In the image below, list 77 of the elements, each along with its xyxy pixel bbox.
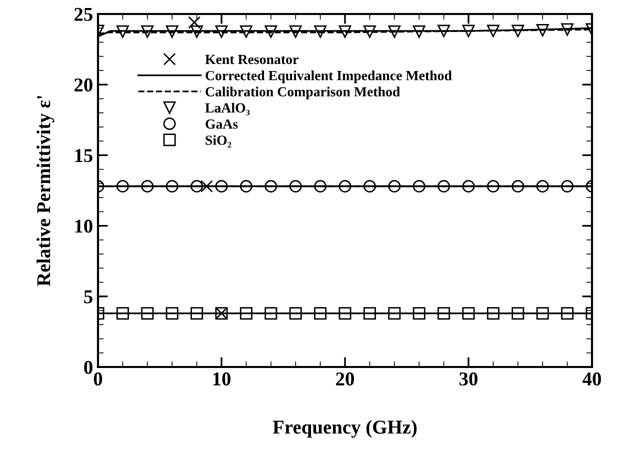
point	[166, 25, 178, 38]
y-tick-label: 25	[74, 8, 92, 21]
point	[190, 25, 204, 38]
point	[289, 180, 302, 193]
point	[141, 180, 154, 193]
legend-label: Corrected Equivalent Impedance Method	[206, 70, 452, 84]
y-tick-label: 0	[84, 360, 92, 374]
point	[190, 307, 204, 320]
legend-label: LaAlO₃	[205, 102, 250, 116]
point	[141, 25, 154, 38]
point	[240, 180, 252, 193]
point	[412, 307, 426, 320]
point	[412, 25, 426, 38]
point	[200, 180, 213, 193]
point	[388, 25, 401, 38]
point	[412, 180, 426, 193]
point	[486, 24, 500, 38]
point	[561, 307, 574, 320]
point	[264, 180, 278, 193]
legend-label: SiO₂	[206, 135, 232, 148]
point	[561, 23, 574, 36]
point	[363, 307, 376, 320]
point	[314, 307, 327, 320]
point	[561, 180, 574, 193]
point	[338, 307, 352, 320]
point	[512, 24, 524, 38]
point	[240, 307, 252, 320]
point	[264, 25, 278, 38]
x-tick-label: 40	[582, 372, 601, 386]
point	[512, 307, 524, 320]
point	[462, 24, 475, 38]
legend-label: Calibration Comparison Method	[206, 86, 400, 100]
y-tick-label: 20	[74, 78, 92, 92]
y-tick-label: 15	[75, 149, 92, 162]
legend-label: Kent Resonator	[205, 54, 298, 64]
point	[116, 25, 129, 38]
y-axis-title: Relative Permittivity ε'	[36, 96, 54, 286]
point	[338, 25, 352, 38]
point	[166, 307, 178, 320]
point	[363, 180, 376, 193]
y-tick-label: 10	[75, 220, 92, 233]
point	[438, 180, 450, 193]
x-tick-label: 20	[336, 372, 354, 386]
point	[438, 307, 450, 320]
point	[363, 25, 376, 38]
point	[166, 180, 178, 193]
point	[536, 307, 549, 320]
point	[486, 180, 500, 193]
point	[264, 307, 278, 320]
point	[116, 307, 129, 320]
point	[289, 25, 302, 38]
point	[215, 25, 228, 38]
point	[289, 307, 302, 320]
point	[462, 180, 475, 193]
x-tick-label: 0	[94, 372, 102, 386]
x-tick-label: 10	[213, 372, 230, 386]
point	[388, 307, 401, 320]
point	[190, 180, 204, 193]
point	[512, 180, 524, 193]
legend-label: GaAs	[206, 119, 238, 129]
x-axis-title: Frequency (GHz)	[272, 420, 417, 438]
point	[314, 25, 327, 38]
point	[388, 180, 401, 193]
point	[438, 24, 450, 38]
point	[240, 25, 252, 38]
point	[314, 180, 327, 193]
point	[462, 307, 475, 320]
x-tick-label: 30	[460, 372, 478, 386]
point	[486, 307, 500, 320]
point	[536, 180, 549, 193]
y-tick-label: 5	[84, 290, 92, 304]
point	[141, 307, 154, 320]
point	[215, 180, 228, 193]
point	[188, 16, 201, 29]
point	[338, 180, 352, 193]
point	[116, 180, 129, 193]
point	[536, 24, 549, 36]
